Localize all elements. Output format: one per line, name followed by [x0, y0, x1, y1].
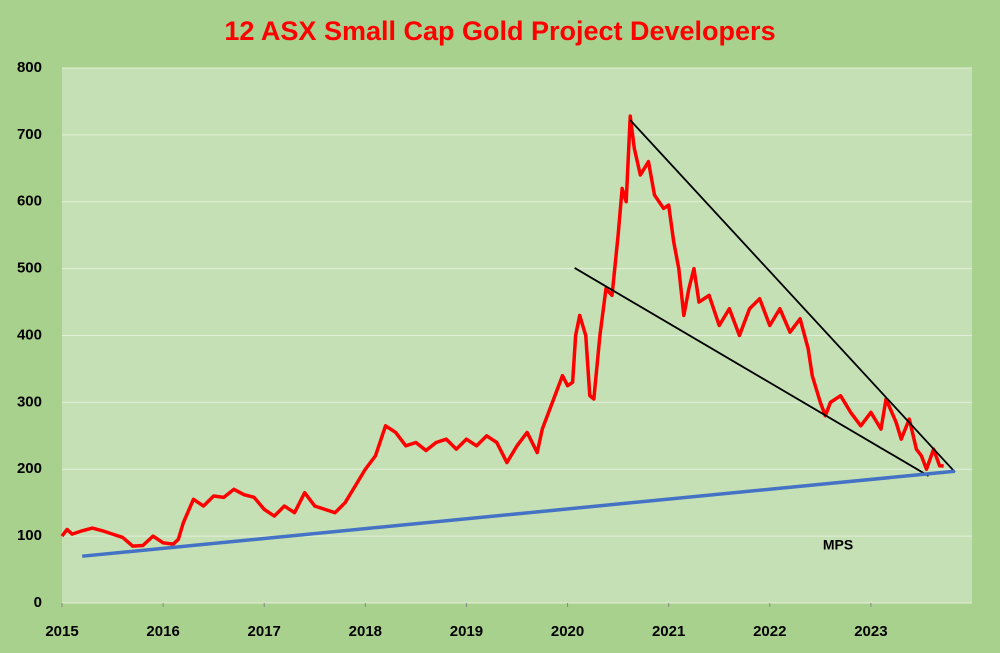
y-tick-label: 700 — [17, 126, 42, 143]
y-tick-label: 300 — [17, 393, 42, 410]
y-tick-label: 200 — [17, 460, 42, 477]
x-tick-label: 2022 — [753, 623, 786, 640]
trend-line — [574, 267, 929, 477]
annotation: MPS — [823, 537, 853, 553]
y-tick-label: 100 — [17, 527, 42, 544]
data-line — [60, 114, 944, 548]
trend-line — [629, 119, 956, 473]
x-tick-label: 2023 — [854, 623, 887, 640]
y-tick-label: 400 — [17, 326, 42, 343]
x-tick-label: 2021 — [652, 623, 685, 640]
y-tick-label: 500 — [17, 260, 42, 277]
x-tick-label: 2016 — [146, 623, 179, 640]
trend-line — [82, 469, 955, 558]
y-tick-label: 0 — [34, 594, 42, 611]
x-tick-label: 2017 — [248, 623, 281, 640]
y-tick-label: 800 — [17, 59, 42, 76]
x-tick-label: 2018 — [349, 623, 382, 640]
x-tick-label: 2020 — [551, 623, 584, 640]
x-tick-label: 2019 — [450, 623, 483, 640]
y-tick-label: 600 — [17, 193, 42, 210]
x-tick-label: 2015 — [45, 623, 78, 640]
chart-title: 12 ASX Small Cap Gold Project Developers — [224, 16, 775, 46]
